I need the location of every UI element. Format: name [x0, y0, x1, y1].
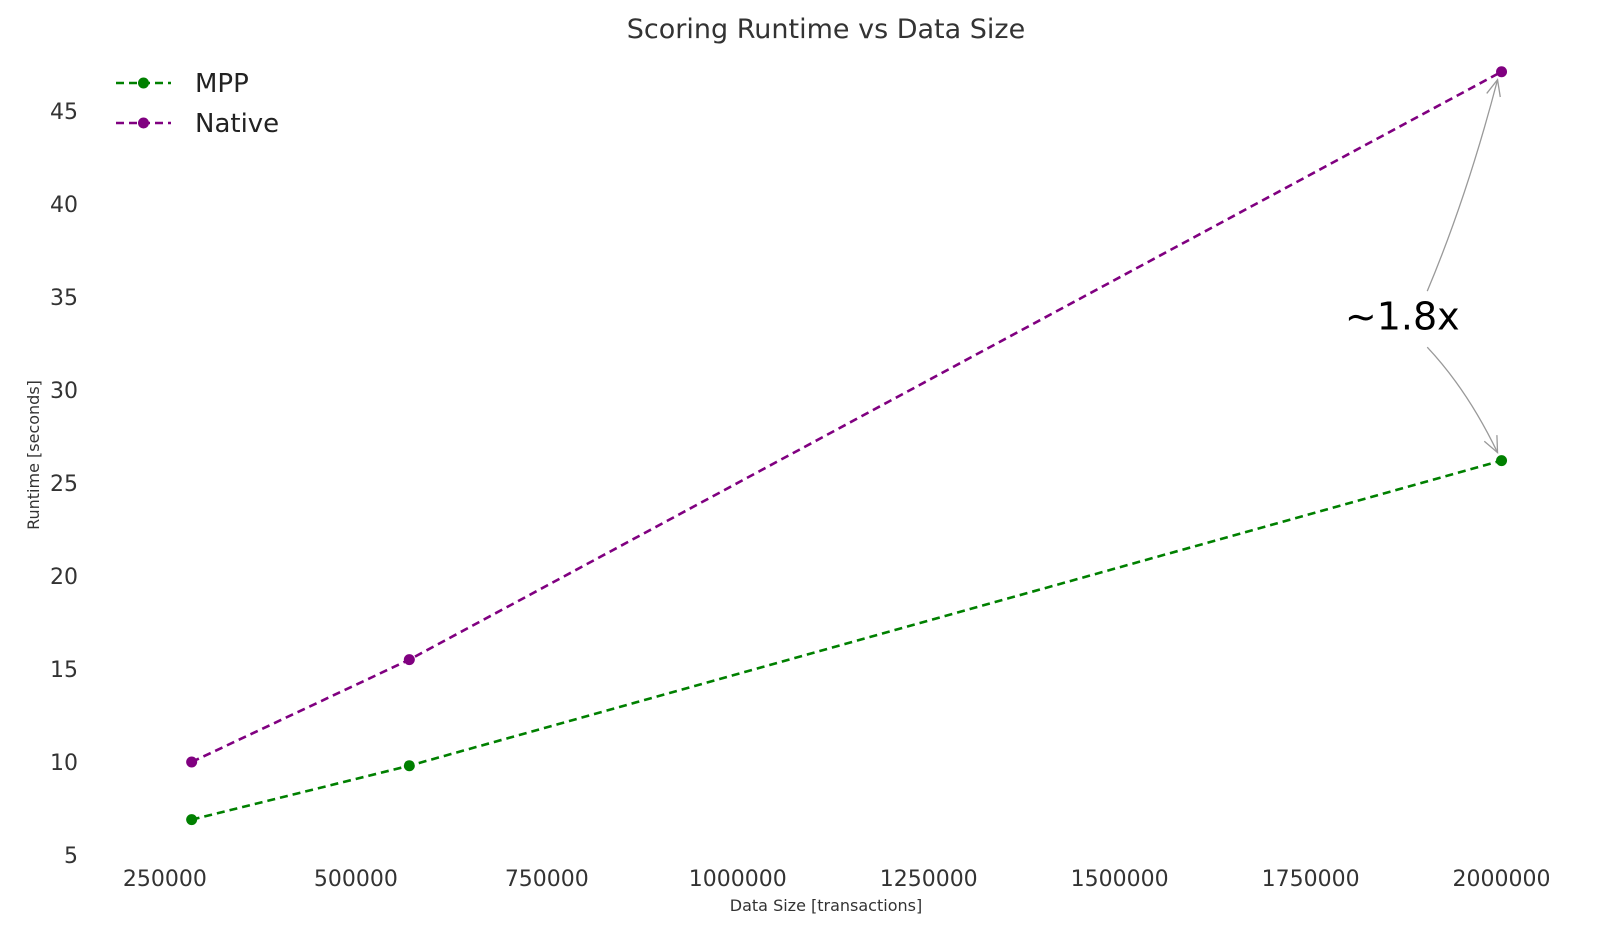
x-tick-label: 250000	[123, 867, 207, 892]
y-tick-label: 30	[50, 379, 78, 404]
data-point-native	[186, 756, 198, 768]
y-tick-label: 45	[50, 100, 78, 125]
annotation-arrow-head	[1483, 435, 1499, 455]
legend-label-mpp: MPP	[195, 69, 249, 99]
data-point-native	[1496, 66, 1508, 78]
x-axis-label: Data Size [transactions]	[730, 896, 922, 915]
data-point-mpp	[1496, 455, 1508, 467]
x-tick-label: 500000	[314, 867, 398, 892]
data-point-mpp	[403, 760, 415, 772]
chart-title: Scoring Runtime vs Data Size	[627, 14, 1025, 45]
y-tick-label: 15	[50, 658, 78, 683]
x-tick-label: 1250000	[880, 867, 978, 892]
series-line-native	[191, 70, 1503, 764]
legend: MPP Native	[116, 69, 279, 139]
y-axis-label: Runtime [seconds]	[24, 380, 43, 530]
legend-marker-native	[138, 117, 149, 129]
x-tick-label: 1750000	[1262, 867, 1360, 892]
annotation-layer: ~1.8x	[1345, 78, 1501, 455]
annotation-arrow	[1426, 346, 1499, 453]
y-tick-label: 10	[50, 751, 78, 776]
y-tick-label: 25	[50, 472, 78, 497]
y-tick-labels: 5 10 15 20 25 30 35 40 45	[50, 100, 78, 869]
legend-marker-mpp	[138, 77, 149, 89]
x-tick-label: 1500000	[1071, 867, 1169, 892]
data-point-native	[403, 654, 415, 666]
data-point-mpp	[186, 814, 198, 826]
series-line-mpp	[191, 459, 1502, 821]
series-layer	[186, 66, 1508, 826]
x-tick-label: 1000000	[689, 867, 787, 892]
y-tick-label: 20	[50, 565, 78, 590]
annotation-label: ~1.8x	[1345, 295, 1460, 339]
legend-label-native: Native	[195, 109, 279, 139]
y-tick-label: 35	[50, 286, 78, 311]
y-tick-label: 40	[50, 193, 78, 218]
annotation-arrow	[1426, 79, 1499, 292]
x-tick-label: 750000	[505, 867, 589, 892]
x-tick-labels: 250000 500000 750000 1000000 1250000 1500000 1…	[123, 867, 1551, 892]
y-tick-label: 5	[64, 844, 78, 869]
x-tick-label: 2000000	[1453, 867, 1551, 892]
annotation-arrow-head	[1486, 78, 1501, 98]
